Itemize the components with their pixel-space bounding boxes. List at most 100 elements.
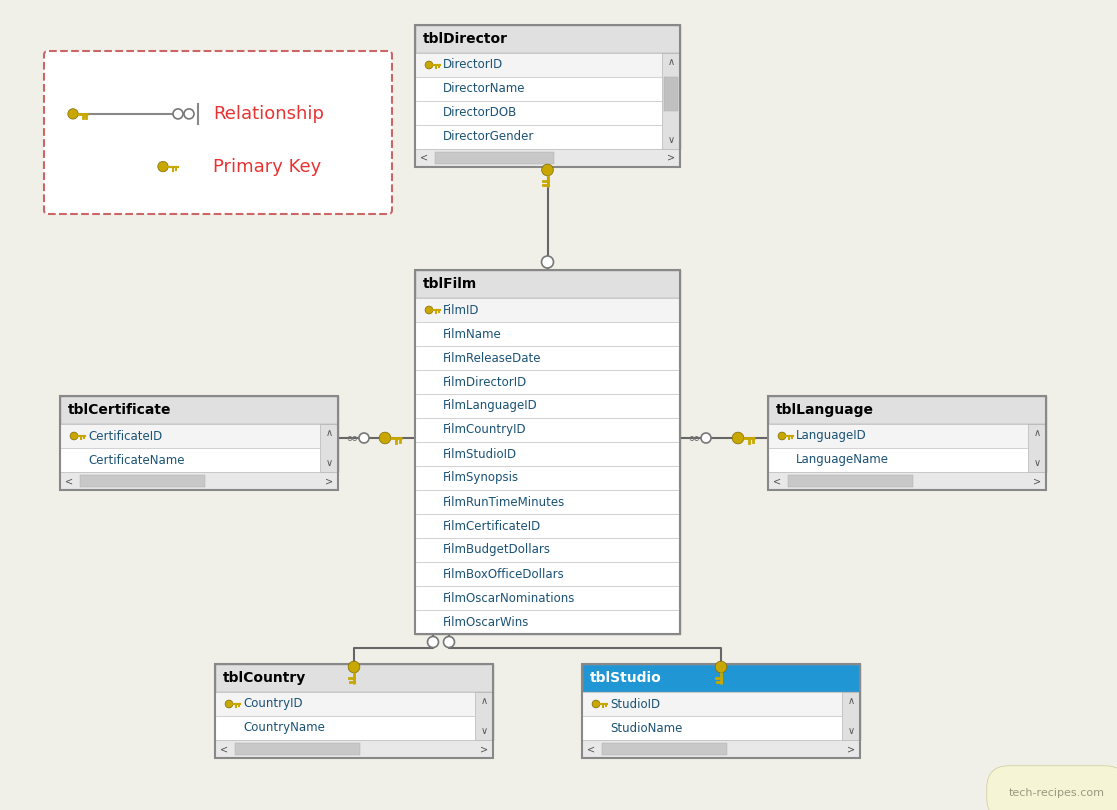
Bar xyxy=(435,152,554,164)
FancyBboxPatch shape xyxy=(44,51,392,214)
Text: >: > xyxy=(667,153,675,163)
Text: tblDirector: tblDirector xyxy=(423,32,508,46)
Text: ∨: ∨ xyxy=(1033,458,1041,468)
Text: tech-recipes.com: tech-recipes.com xyxy=(1009,788,1105,798)
Bar xyxy=(416,346,680,370)
Text: tblCertificate: tblCertificate xyxy=(68,403,172,417)
Bar xyxy=(416,610,680,634)
Bar xyxy=(768,472,1046,490)
Text: ∧: ∧ xyxy=(325,428,333,438)
Text: ∧: ∧ xyxy=(848,696,855,706)
Circle shape xyxy=(359,433,369,443)
Bar xyxy=(787,475,913,487)
Text: tblCountry: tblCountry xyxy=(223,671,306,685)
Circle shape xyxy=(379,433,391,444)
Bar xyxy=(416,101,662,125)
Text: CertificateName: CertificateName xyxy=(88,454,184,467)
Bar xyxy=(416,298,680,634)
Text: ∧: ∧ xyxy=(668,57,675,67)
Circle shape xyxy=(542,164,553,176)
Bar xyxy=(416,370,680,394)
Bar xyxy=(416,586,680,610)
Circle shape xyxy=(426,61,433,69)
Bar xyxy=(768,424,1028,448)
Text: FilmOscarWins: FilmOscarWins xyxy=(443,616,529,629)
Bar xyxy=(416,53,680,149)
Bar xyxy=(416,418,680,442)
Text: FilmOscarNominations: FilmOscarNominations xyxy=(443,591,575,604)
Text: tblFilm: tblFilm xyxy=(423,277,477,291)
Bar xyxy=(582,716,842,740)
Text: ∧: ∧ xyxy=(1033,428,1041,438)
Bar xyxy=(582,692,860,740)
Bar xyxy=(663,77,678,111)
Bar xyxy=(416,270,680,298)
Bar xyxy=(582,740,860,758)
Text: ∞: ∞ xyxy=(688,430,700,446)
Circle shape xyxy=(157,161,169,172)
Text: DirectorDOB: DirectorDOB xyxy=(443,106,517,120)
Text: Primary Key: Primary Key xyxy=(213,158,322,176)
Bar xyxy=(842,692,860,740)
Bar xyxy=(416,125,662,149)
Text: ∧: ∧ xyxy=(480,696,487,706)
Text: <: < xyxy=(586,744,595,754)
Bar xyxy=(416,77,662,101)
Text: <: < xyxy=(220,744,228,754)
Circle shape xyxy=(68,109,78,119)
Bar xyxy=(60,448,319,472)
Text: FilmDirectorID: FilmDirectorID xyxy=(443,376,527,389)
Bar xyxy=(416,25,680,53)
Text: CountryID: CountryID xyxy=(244,697,303,710)
Text: FilmCountryID: FilmCountryID xyxy=(443,424,526,437)
Circle shape xyxy=(701,433,712,443)
Bar xyxy=(60,396,338,424)
Circle shape xyxy=(443,637,455,647)
Circle shape xyxy=(732,433,744,444)
Text: FilmSynopsis: FilmSynopsis xyxy=(443,471,519,484)
Text: LanguageName: LanguageName xyxy=(796,454,889,467)
Bar xyxy=(416,394,680,418)
Bar xyxy=(582,664,860,758)
Circle shape xyxy=(426,306,433,314)
Text: <: < xyxy=(773,476,781,486)
Bar xyxy=(416,490,680,514)
Text: CountryName: CountryName xyxy=(244,722,325,735)
Text: DirectorGender: DirectorGender xyxy=(443,130,534,143)
Bar xyxy=(214,716,475,740)
Text: FilmBudgetDollars: FilmBudgetDollars xyxy=(443,544,551,556)
Circle shape xyxy=(592,700,600,708)
Bar xyxy=(768,396,1046,490)
Bar xyxy=(416,466,680,490)
Bar xyxy=(214,692,475,716)
Text: >: > xyxy=(480,744,488,754)
Bar xyxy=(235,743,360,755)
Bar xyxy=(662,53,680,149)
Bar xyxy=(416,25,680,167)
Circle shape xyxy=(173,109,183,119)
Text: FilmLanguageID: FilmLanguageID xyxy=(443,399,537,412)
Text: CertificateID: CertificateID xyxy=(88,429,162,442)
Text: Relationship: Relationship xyxy=(213,105,324,123)
Text: FilmCertificateID: FilmCertificateID xyxy=(443,519,542,532)
Text: ∨: ∨ xyxy=(480,726,487,736)
Text: StudioID: StudioID xyxy=(610,697,660,710)
Circle shape xyxy=(70,432,78,440)
Circle shape xyxy=(184,109,194,119)
Bar xyxy=(582,692,842,716)
Text: >: > xyxy=(1033,476,1041,486)
Bar xyxy=(416,538,680,562)
Bar xyxy=(416,53,662,77)
Bar xyxy=(319,424,338,472)
Text: FilmName: FilmName xyxy=(443,327,502,340)
Bar xyxy=(416,270,680,634)
Bar xyxy=(60,472,338,490)
Text: LanguageID: LanguageID xyxy=(796,429,867,442)
Text: <: < xyxy=(65,476,73,486)
Text: FilmStudioID: FilmStudioID xyxy=(443,447,517,461)
Bar xyxy=(214,664,493,692)
Text: ∨: ∨ xyxy=(848,726,855,736)
Text: DirectorID: DirectorID xyxy=(443,58,504,71)
Bar xyxy=(1028,424,1046,472)
Bar xyxy=(768,396,1046,424)
